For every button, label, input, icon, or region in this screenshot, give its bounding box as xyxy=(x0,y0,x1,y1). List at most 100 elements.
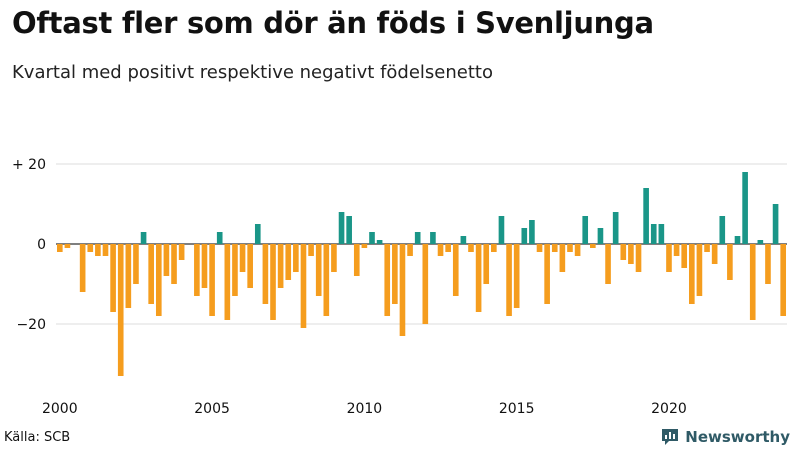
bar xyxy=(422,244,429,324)
bar xyxy=(681,244,688,268)
bar xyxy=(369,232,375,244)
x-tick-label: 2015 xyxy=(499,401,535,417)
bar xyxy=(285,244,292,280)
bar xyxy=(521,228,528,244)
bar xyxy=(628,244,634,264)
bar xyxy=(574,244,581,256)
bar xyxy=(567,244,573,252)
bar xyxy=(673,244,680,256)
bar xyxy=(293,244,299,272)
bar xyxy=(635,244,642,272)
bar xyxy=(544,244,550,304)
bar xyxy=(384,244,391,316)
bar xyxy=(308,244,314,256)
bars xyxy=(56,172,787,376)
bar xyxy=(452,244,459,296)
bar xyxy=(163,244,170,276)
bar xyxy=(506,244,512,316)
bar xyxy=(498,216,505,244)
gridlines xyxy=(56,163,787,325)
bar xyxy=(361,244,368,248)
bar xyxy=(346,216,352,244)
bar xyxy=(399,244,406,336)
bar xyxy=(696,244,703,296)
bar xyxy=(727,244,733,280)
bar xyxy=(102,244,109,256)
bar xyxy=(414,232,421,244)
bar xyxy=(612,212,619,244)
bar xyxy=(597,228,604,244)
bar xyxy=(445,244,451,252)
bar xyxy=(140,232,147,244)
bar xyxy=(689,244,695,304)
bar xyxy=(734,236,741,244)
bar xyxy=(392,244,398,304)
bar xyxy=(765,244,771,284)
bar xyxy=(194,244,200,296)
bar xyxy=(171,244,177,284)
bar xyxy=(757,240,764,244)
chart-title: Oftast fler som dör än föds i Svenljunga xyxy=(12,6,654,40)
bar xyxy=(87,244,94,252)
bar xyxy=(277,244,284,288)
bar xyxy=(353,244,360,276)
bar xyxy=(201,244,208,288)
bar xyxy=(513,244,520,308)
bar xyxy=(224,244,231,320)
bar xyxy=(254,224,261,244)
y-tick-label: −20 xyxy=(16,317,46,333)
bar xyxy=(56,244,63,252)
bar xyxy=(620,244,627,260)
bar xyxy=(650,224,657,244)
bar xyxy=(704,244,710,252)
bar xyxy=(133,244,139,284)
bar xyxy=(666,244,672,272)
bar xyxy=(323,244,330,316)
bar xyxy=(148,244,154,304)
x-tick-label: 2005 xyxy=(194,401,230,417)
bar xyxy=(178,244,185,260)
bar xyxy=(711,244,718,264)
bar xyxy=(643,188,649,244)
bar xyxy=(483,244,490,284)
bar xyxy=(437,244,444,256)
x-tick-label: 2000 xyxy=(42,401,78,417)
bar xyxy=(491,244,497,252)
bar xyxy=(376,240,383,244)
brand-logo: Newsworthy xyxy=(660,427,790,447)
bar xyxy=(590,244,596,248)
bar xyxy=(772,204,779,244)
bar xyxy=(79,244,86,292)
chart-subtitle: Kvartal med positivt respektive negativt… xyxy=(12,62,493,83)
newsworthy-icon xyxy=(662,429,679,445)
bar xyxy=(658,224,665,244)
bar xyxy=(338,212,345,244)
bar xyxy=(551,244,558,252)
bar xyxy=(475,244,482,312)
bar xyxy=(64,244,71,248)
bar xyxy=(117,244,124,376)
bar xyxy=(216,232,223,244)
bar xyxy=(315,244,322,296)
bar xyxy=(430,232,436,244)
brand-name: Newsworthy xyxy=(685,428,790,446)
bar xyxy=(460,236,467,244)
bar xyxy=(559,244,566,272)
bar xyxy=(300,244,307,328)
bar xyxy=(605,244,611,284)
bar xyxy=(239,244,246,272)
bar xyxy=(262,244,269,304)
y-tick-label: 0 xyxy=(37,237,46,253)
bar xyxy=(270,244,276,320)
bar xyxy=(247,244,253,288)
bar xyxy=(582,216,589,244)
bar xyxy=(742,172,748,244)
tick-labels: + 20 0 −20 2000 2005 2010 2015 2020 xyxy=(12,157,687,417)
bar xyxy=(331,244,337,272)
bar xyxy=(209,244,215,316)
bar xyxy=(749,244,756,320)
bar xyxy=(536,244,543,252)
x-tick-label: 2020 xyxy=(651,401,687,417)
x-tick-label: 2010 xyxy=(347,401,383,417)
